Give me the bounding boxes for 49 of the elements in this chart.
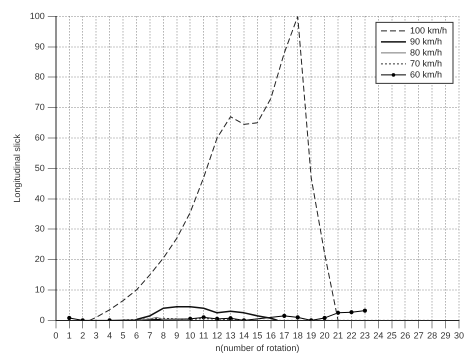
- x-tick-label: 23: [360, 330, 370, 340]
- x-tick-label: 11: [198, 330, 208, 340]
- x-tick-label: 8: [160, 330, 166, 340]
- x-tick-label: 7: [147, 330, 152, 340]
- x-tick-label: 22: [346, 330, 356, 340]
- y-tick-label: 90: [34, 41, 45, 52]
- x-tick-label: 12: [212, 330, 222, 340]
- x-tick-label: 17: [279, 330, 290, 340]
- y-tick-label: 80: [34, 72, 45, 82]
- x-axis-title: n(number of rotation): [215, 343, 300, 354]
- x-tick-label: 26: [400, 330, 410, 340]
- legend-label: 90 km/h: [410, 36, 442, 46]
- x-tick-label: 1: [66, 330, 72, 340]
- legend-label: 70 km/h: [410, 58, 442, 68]
- x-tick-label: 9: [174, 330, 180, 340]
- x-tick-label: 4: [107, 330, 112, 340]
- legend-label: 80 km/h: [410, 47, 442, 58]
- y-tick-label: 50: [34, 162, 45, 173]
- x-tick-label: 29: [440, 330, 451, 340]
- legend-label: 60 km/h: [410, 69, 442, 80]
- x-tick-label: 25: [386, 330, 397, 340]
- x-tick-label: 24: [373, 330, 384, 340]
- x-tick-label: 14: [238, 330, 249, 340]
- y-tick-label: 0: [40, 314, 45, 325]
- x-tick-label: 18: [292, 330, 303, 340]
- x-tick-label: 30: [454, 330, 464, 340]
- x-tick-label: 10: [185, 330, 196, 340]
- y-tick-label: 10: [34, 284, 45, 294]
- y-tick-label: 20: [34, 254, 45, 264]
- x-tick-label: 5: [120, 330, 126, 340]
- x-tick-label: 3: [94, 330, 99, 340]
- y-tick-label: 70: [34, 102, 45, 112]
- x-tick-label: 21: [333, 330, 344, 340]
- x-tick-label: 0: [53, 330, 58, 340]
- x-tick-label: 13: [226, 330, 236, 340]
- y-tick-label: 30: [34, 224, 45, 234]
- y-tick-label: 60: [34, 132, 45, 142]
- x-tick-label: 6: [134, 330, 139, 340]
- x-tick-label: 2: [80, 330, 86, 340]
- y-tick-label: 40: [34, 193, 45, 204]
- x-tick-label: 16: [266, 330, 276, 340]
- y-tick-label: 100: [30, 10, 45, 21]
- legend-label: 100 km/h: [410, 25, 448, 36]
- x-tick-label: 15: [252, 330, 262, 340]
- y-axis-title: Longitudinal slick: [12, 134, 22, 203]
- x-tick-label: 20: [320, 330, 330, 340]
- x-tick-label: 19: [306, 330, 316, 340]
- x-tick-label: 27: [414, 330, 424, 340]
- x-tick-label: 28: [427, 330, 438, 340]
